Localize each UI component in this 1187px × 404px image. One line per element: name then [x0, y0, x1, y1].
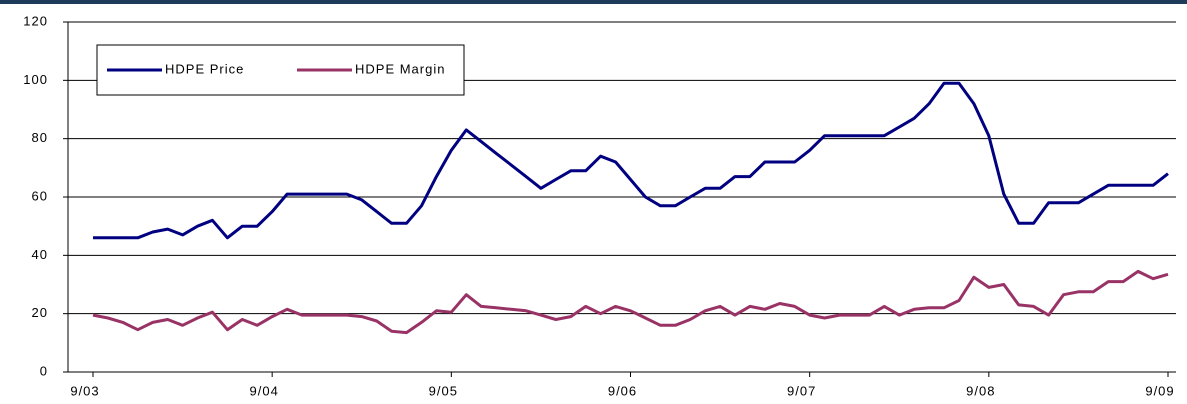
y-tick-label: 40 — [32, 247, 48, 262]
legend-label: HDPE Margin — [355, 61, 445, 76]
x-tick-label: 9/09 — [1145, 383, 1174, 398]
x-tick-label: 9/06 — [608, 383, 637, 398]
legend-label: HDPE Price — [165, 61, 244, 76]
top-border — [0, 0, 1187, 4]
y-tick-label: 60 — [32, 188, 48, 203]
x-tick-label: 9/08 — [966, 383, 995, 398]
x-tick-label: 9/05 — [429, 383, 458, 398]
y-tick-label: 0 — [40, 363, 48, 378]
x-tick-label: 9/04 — [250, 383, 279, 398]
series-line — [92, 269, 1169, 335]
y-tick-label: 20 — [32, 305, 48, 320]
y-tick-label: 120 — [23, 13, 48, 28]
series-line — [93, 81, 1169, 240]
x-tick-label: 9/07 — [787, 383, 816, 398]
x-tick-label: 9/03 — [70, 383, 99, 398]
y-tick-label: 80 — [32, 130, 48, 145]
y-tick-label: 100 — [23, 72, 48, 87]
